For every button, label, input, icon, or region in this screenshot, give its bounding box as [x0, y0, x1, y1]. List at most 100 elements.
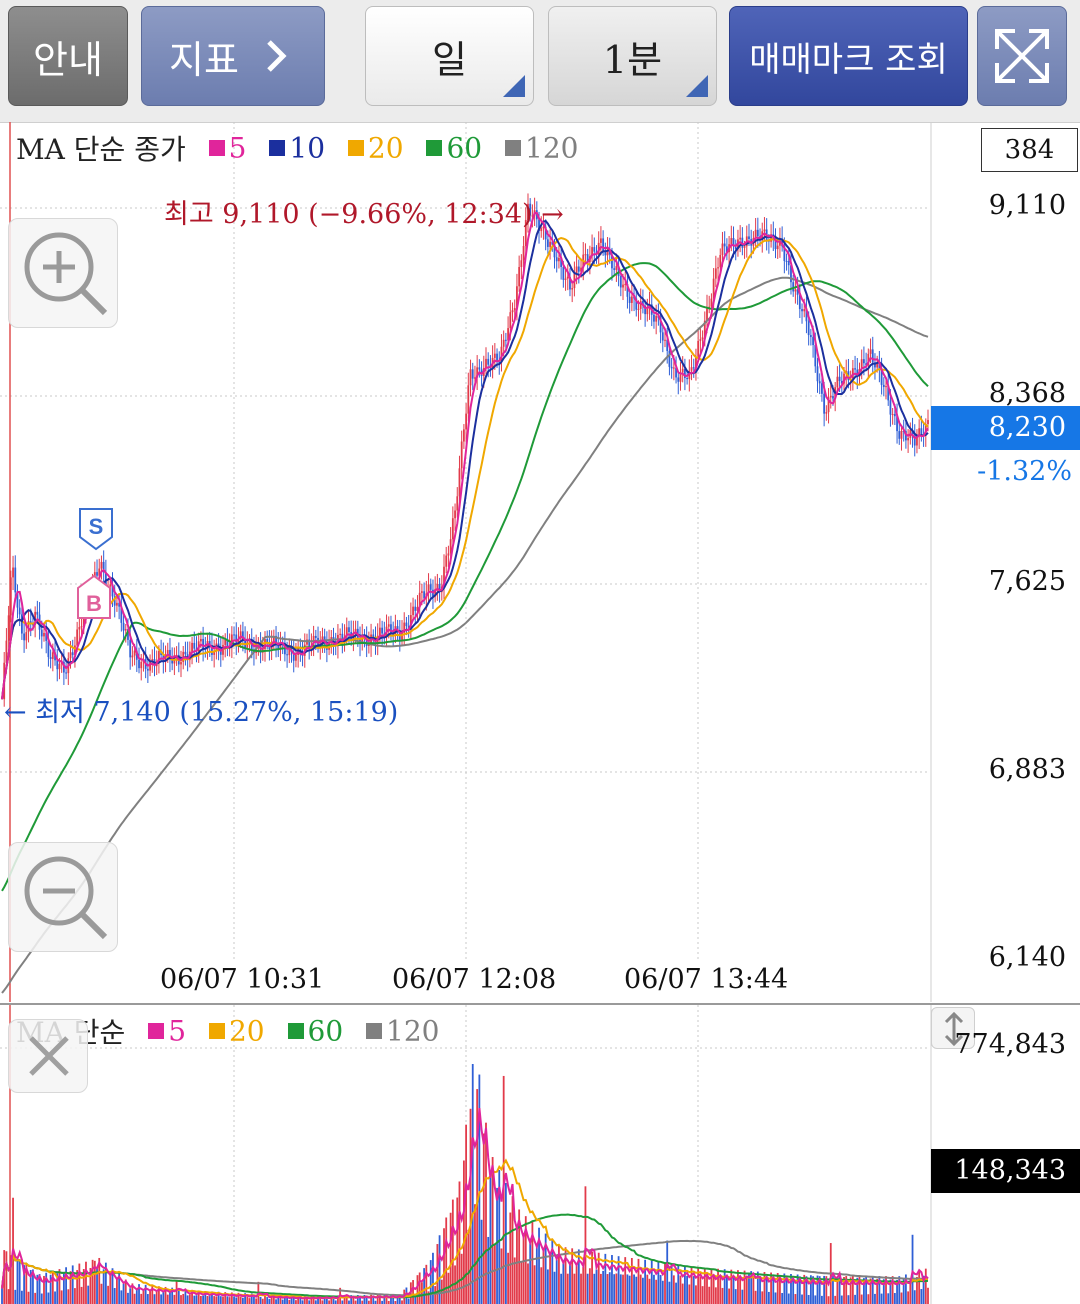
volume-bar: [18, 1260, 21, 1304]
candle-body: [900, 430, 903, 439]
guide-button[interactable]: 안내: [8, 6, 128, 106]
candle-body: [816, 366, 819, 382]
volume-bar: [317, 1295, 319, 1304]
x-axis-label: 06/07 10:31: [160, 964, 325, 995]
volume-bar: [401, 1300, 403, 1304]
panel-separator[interactable]: [0, 1003, 1080, 1005]
volume-bar: [657, 1261, 660, 1304]
candle-body: [666, 339, 669, 351]
candle-body: [635, 298, 638, 310]
indicator-button[interactable]: 지표: [141, 6, 325, 106]
volume-bar: [695, 1285, 697, 1304]
volume-bar: [65, 1267, 67, 1304]
ma5-swatch: [208, 140, 225, 156]
candle-body: [719, 254, 722, 268]
candle-body: [12, 567, 14, 578]
interval-select[interactable]: 1분: [548, 6, 717, 106]
candle-body: [169, 649, 171, 660]
volume-bar: [264, 1294, 266, 1304]
volume-bar: [675, 1282, 677, 1304]
candle-body: [476, 367, 479, 378]
volume-bar: [332, 1296, 335, 1304]
volume-bar: [89, 1267, 92, 1304]
candle-body: [668, 350, 671, 367]
candle-body: [516, 286, 518, 308]
trade-mark-button[interactable]: 매매마크 조회: [729, 6, 968, 106]
candle-body: [801, 309, 803, 312]
volume-bar: [858, 1276, 861, 1304]
volume-bar: [118, 1273, 121, 1304]
candle-body: [16, 592, 19, 608]
candle-body: [783, 246, 786, 261]
expand-button[interactable]: [977, 6, 1067, 106]
volume-bar: [712, 1276, 715, 1304]
candle-body: [62, 661, 65, 673]
volume-bar: [376, 1294, 379, 1304]
volume-bar: [518, 1209, 521, 1304]
volume-bar: [816, 1275, 819, 1304]
volume-bar: [909, 1278, 912, 1304]
candle-body: [180, 662, 182, 665]
zoom-out-button[interactable]: [8, 842, 118, 952]
resize-button[interactable]: [931, 1007, 975, 1049]
volume-bar: [25, 1264, 28, 1304]
volume-bar: [122, 1283, 125, 1304]
candle-body: [275, 635, 277, 645]
volume-bar: [107, 1285, 109, 1304]
period-select[interactable]: 일: [365, 6, 534, 106]
zoom-in-button[interactable]: [8, 218, 118, 328]
candle-body: [770, 234, 772, 242]
volume-bar: [47, 1292, 50, 1304]
candle-body: [438, 583, 441, 593]
sell-mark[interactable]: S: [79, 508, 113, 551]
volume-bar: [283, 1295, 286, 1304]
volume-bar: [743, 1270, 746, 1304]
volume-bar: [907, 1291, 910, 1304]
ma5-label: 5: [228, 131, 247, 165]
volume-bar: [562, 1262, 565, 1304]
candle-body: [604, 250, 607, 256]
volume-bar: [308, 1300, 311, 1304]
candle-body: [644, 305, 647, 315]
vol-ma60-label: 60: [307, 1014, 344, 1048]
volume-bar: [752, 1276, 755, 1304]
volume-bar: [87, 1285, 90, 1304]
candle-body: [485, 358, 487, 369]
price-chart-panel[interactable]: S B MA 단순 종가 5 10 20 60 120 384 9,110 8,…: [0, 122, 1080, 1002]
volume-bar: [571, 1248, 574, 1304]
volume-bar: [591, 1251, 593, 1304]
volume-bar: [425, 1264, 428, 1304]
volume-bar: [312, 1297, 315, 1304]
candle-body: [703, 320, 706, 338]
volume-bar: [250, 1293, 253, 1304]
y-axis-label: 8,368: [988, 378, 1066, 409]
volume-bar: [812, 1276, 814, 1304]
volume-bar: [407, 1298, 410, 1304]
candle-body: [701, 337, 704, 340]
candle-body: [235, 634, 238, 643]
candle-body: [102, 561, 105, 573]
candle-body: [776, 245, 779, 250]
volume-bar: [575, 1265, 578, 1304]
candle-body: [47, 640, 50, 658]
volume-bar: [739, 1276, 742, 1304]
candle-body: [171, 659, 174, 664]
volume-bar: [869, 1278, 872, 1304]
volume-bar: [626, 1274, 629, 1304]
volume-bar: [588, 1268, 591, 1304]
volume-bar: [197, 1290, 200, 1304]
volume-bar: [292, 1297, 295, 1304]
volume-bar: [787, 1293, 790, 1304]
candle-body: [241, 631, 244, 639]
candle-body: [659, 317, 662, 333]
volume-chart-panel[interactable]: MA 단순 5 20 60 120 774,843 148,343: [0, 1005, 1080, 1304]
volume-bar: [51, 1270, 54, 1304]
candle-body: [449, 539, 452, 554]
candle-body: [518, 266, 521, 287]
close-volume-button[interactable]: [8, 1019, 88, 1093]
buy-mark[interactable]: B: [77, 574, 111, 619]
candle-body: [109, 584, 112, 587]
candle-body: [345, 627, 348, 637]
volume-bar: [337, 1295, 339, 1304]
candle-body: [513, 307, 516, 311]
